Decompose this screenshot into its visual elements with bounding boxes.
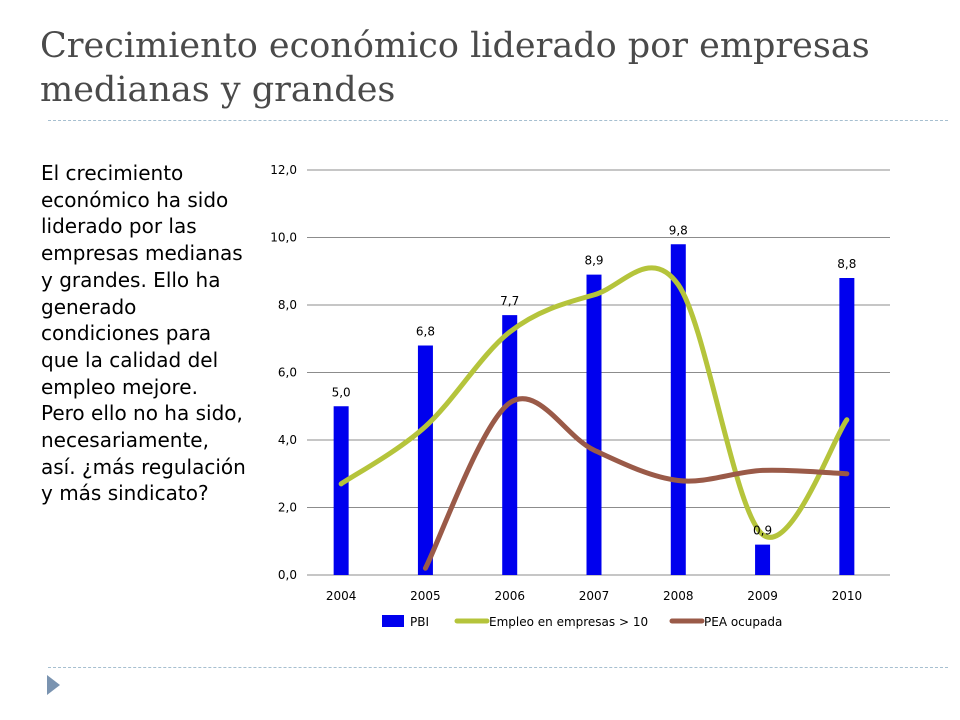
bar-pbi xyxy=(333,406,349,575)
y-axis-tick-labels: 0,0 2,0 4,0 6,0 8,0 10,0 12,0 xyxy=(270,163,297,582)
bar-pbi xyxy=(670,244,686,575)
series-lines xyxy=(338,265,850,571)
bar-pbi xyxy=(755,544,771,575)
bar-data-label: 6,8 xyxy=(416,325,435,339)
x-tick-label: 2010 xyxy=(832,589,863,603)
bar-data-label: 9,8 xyxy=(669,223,688,237)
y-tick-label: 0,0 xyxy=(278,568,297,582)
x-tick-label: 2005 xyxy=(410,589,441,603)
combo-chart: 0,0 2,0 4,0 6,0 8,0 10,0 12,0 5,0 6,8 7,7 8,9 9,8 0… xyxy=(270,163,890,629)
y-tick-label: 10,0 xyxy=(270,231,297,245)
legend-swatch xyxy=(382,615,404,627)
bar-data-label: 8,8 xyxy=(837,257,856,271)
x-tick-label: 2004 xyxy=(326,589,357,603)
slide-title-line-2: medianas y grandes xyxy=(40,70,396,110)
x-tick-label: 2007 xyxy=(579,589,610,603)
legend-label: PEA ocupada xyxy=(704,615,782,629)
y-tick-label: 6,0 xyxy=(278,366,297,380)
bar-data-labels: 5,0 6,8 7,7 8,9 9,8 0,9 8,8 xyxy=(332,223,857,537)
y-tick-label: 2,0 xyxy=(278,501,297,515)
legend: PBI Empleo en empresas > 10 PEA ocupada xyxy=(382,615,782,629)
x-tick-label: 2009 xyxy=(747,589,778,603)
title-divider xyxy=(48,120,948,121)
slide-arrow-icon xyxy=(47,675,60,695)
slide-title-line-1: Crecimiento económico liderado por empre… xyxy=(40,26,870,66)
y-tick-label: 12,0 xyxy=(270,163,297,177)
bar-pbi xyxy=(586,274,602,575)
y-tick-label: 8,0 xyxy=(278,298,297,312)
body-text: El crecimiento económico ha sido liderad… xyxy=(41,161,246,506)
bars-pbi xyxy=(333,244,855,575)
slide-title: Crecimiento económico liderado por empre… xyxy=(40,24,940,112)
x-tick-label: 2008 xyxy=(663,589,694,603)
series-line-1 xyxy=(338,265,850,540)
bar-data-label: 5,0 xyxy=(332,385,351,399)
bar-data-label: 0,9 xyxy=(753,524,772,538)
legend-label: Empleo en empresas > 10 xyxy=(489,615,648,629)
series-line-2 xyxy=(422,396,850,571)
bar-pbi xyxy=(839,278,855,575)
bar-pbi xyxy=(417,345,433,575)
footer-divider xyxy=(48,667,948,668)
bar-data-label: 8,9 xyxy=(584,254,603,268)
bar-data-label: 7,7 xyxy=(500,294,519,308)
x-tick-label: 2006 xyxy=(494,589,525,603)
legend-label: PBI xyxy=(410,615,429,629)
x-axis-tick-labels: 2004 2005 2006 2007 2008 2009 2010 xyxy=(326,589,862,603)
y-tick-label: 4,0 xyxy=(278,433,297,447)
bar-pbi xyxy=(502,315,518,575)
